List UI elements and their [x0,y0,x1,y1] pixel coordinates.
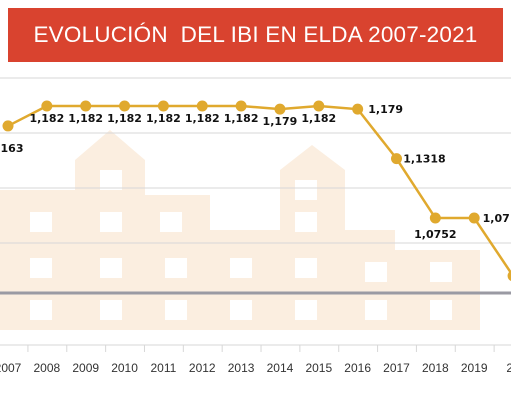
building-window [100,170,122,190]
data-label: 1,182 [224,112,259,125]
building-window [430,300,452,320]
grid-lines [0,77,511,352]
x-tick-label: 2012 [189,361,216,375]
building-window [230,300,252,320]
data-label: 1,182 [68,112,103,125]
x-tick-label: 2013 [228,361,255,375]
data-label: 1,182 [107,112,142,125]
data-point [41,100,53,112]
building-silhouette-illustration [0,130,480,330]
data-point [391,153,402,165]
building-window [295,258,317,278]
data-point [352,103,364,115]
data-label: 1,07 [483,212,510,225]
building-window [30,300,52,320]
title-banner: EVOLUCIÓN DEL IBI EN ELDA 2007-2021 [8,8,503,62]
data-label: 1,0752 [414,228,456,241]
data-point [313,100,325,112]
x-tick-label: 2015 [305,361,332,375]
data-point [274,103,286,115]
chart-title: EVOLUCIÓN DEL IBI EN ELDA 2007-2021 [33,22,478,47]
data-point [119,100,131,112]
data-label: 1,1318 [403,153,445,166]
building-window [165,258,187,278]
x-tick-label: 20 [506,361,511,375]
data-label: 1,182 [29,112,64,125]
building-window [165,300,187,320]
building-window [295,180,317,200]
building-window [365,300,387,320]
x-tick-label: 2016 [344,361,371,375]
data-point [468,212,480,224]
building-window [100,300,122,320]
building-window [100,212,122,232]
building-window [295,300,317,320]
building-window [100,258,122,278]
data-label: 1,182 [185,112,220,125]
building-window [30,258,52,278]
x-tick-label: 2017 [383,361,410,375]
data-label: 163 [1,142,24,155]
data-point [2,120,14,132]
data-point [80,100,92,112]
data-point [429,212,441,224]
data-label: 1,182 [146,112,181,125]
data-point [507,270,511,281]
building-window [230,258,252,278]
building-window [160,212,182,232]
x-tick-label: 2018 [422,361,449,375]
building-window [30,212,52,232]
building-window [295,212,317,232]
x-axis-tick-labels: 2007 2008 2009 2010 2011 2012 2013 2014 2015 2016… [0,361,511,375]
x-tick-label: 2008 [33,361,60,375]
data-point [235,100,247,112]
x-tick-label: 2009 [72,361,99,375]
data-label: 1,179 [368,103,403,116]
data-point [157,100,169,112]
building-window [365,262,387,282]
data-point [196,100,208,112]
building-window [430,262,452,282]
x-tick-label: 2011 [150,361,176,375]
x-tick-label: 2019 [461,361,488,375]
data-label: 1,179 [263,115,298,128]
x-tick-label: 2014 [267,361,294,375]
data-label: 1,182 [301,112,336,125]
x-tick-label: 2010 [111,361,138,375]
series-line [7,104,511,276]
x-tick-label: 2007 [0,361,22,375]
